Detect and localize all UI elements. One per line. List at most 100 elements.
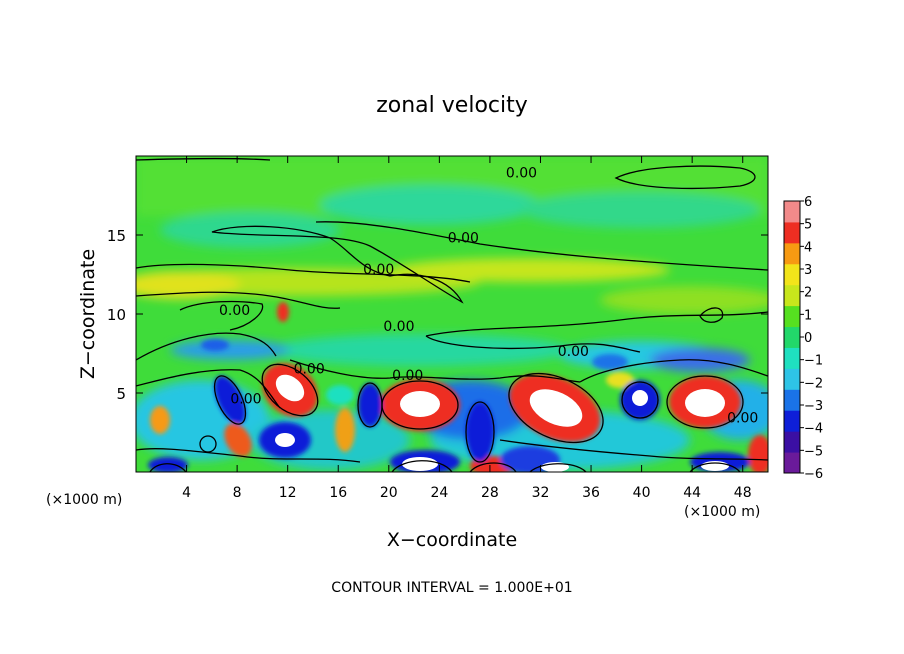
colorbar-tick-label: −6 <box>804 467 823 482</box>
y-axis-label: Z−coordinate <box>77 249 99 379</box>
min-core <box>632 390 648 406</box>
colorbar: 6 5 4 3 2 1 0 −1 −2 −3 −4 −5 −6 <box>783 195 823 482</box>
contour-interval-note: CONTOUR INTERVAL = 1.000E+01 <box>331 580 572 596</box>
x-tick-label: 40 <box>633 485 651 501</box>
contour-line <box>391 460 453 472</box>
z-scale-label-right: (×1000 m) <box>684 504 760 520</box>
field-blob <box>600 286 768 314</box>
contour-label: 0.00 <box>506 166 537 182</box>
negative-core <box>148 457 188 472</box>
x-tick-label: 32 <box>532 485 550 501</box>
field-blob <box>270 334 570 366</box>
contour-line <box>289 359 581 383</box>
y-tick-label: 5 <box>116 385 126 403</box>
colorbar-tick-label: −2 <box>804 376 823 391</box>
colorbar-tick-label: 1 <box>804 308 812 323</box>
min-core <box>275 433 295 447</box>
contour-line <box>465 401 495 463</box>
field-blob <box>160 212 340 248</box>
x-tick-label: 24 <box>430 485 448 501</box>
max-core <box>685 389 725 417</box>
negative-lobe <box>326 385 354 405</box>
max-core <box>400 391 440 417</box>
contour-label: 0.00 <box>219 303 250 319</box>
contour-line <box>357 382 383 428</box>
colorbar-swatch <box>784 201 800 223</box>
contour-line <box>614 165 756 190</box>
contour-line <box>213 375 247 425</box>
contour-label: 0.00 <box>294 361 325 377</box>
x-tick-label: 28 <box>481 485 499 501</box>
colorbar-tick-label: 3 <box>804 263 812 278</box>
negative-core <box>214 375 246 425</box>
contour-line <box>666 375 744 429</box>
negative-core <box>201 339 229 351</box>
x-tick-label: 8 <box>233 485 242 501</box>
contour-label: 0.00 <box>363 262 394 278</box>
field-blob <box>520 192 760 228</box>
positive-lobe <box>150 406 170 434</box>
contour-line <box>136 263 471 283</box>
colorbar-swatch <box>784 242 800 265</box>
colorbar-swatch <box>784 452 800 474</box>
y-axis-ticks: 5 10 15 <box>107 227 768 403</box>
negative-core <box>358 383 382 427</box>
x-tick-label: 48 <box>734 485 752 501</box>
field-blob <box>390 258 670 282</box>
velocity-field: 0.00 0.00 0.00 0.00 0.00 0.00 0.00 0.00 0.00 0.00 <box>136 156 768 472</box>
field-blob <box>136 271 240 299</box>
colorbar-swatch <box>784 326 800 348</box>
contour-line <box>136 448 361 463</box>
x-tick-label: 20 <box>380 485 398 501</box>
positive-lobe <box>335 408 355 452</box>
positive-lobe <box>606 372 634 388</box>
colorbar-swatch <box>784 431 800 453</box>
x-axis-label: X−coordinate <box>387 529 517 551</box>
contour-line <box>699 307 724 323</box>
colorbar-tick-label: −4 <box>804 422 823 437</box>
contour-labels: 0.00 0.00 0.00 0.00 0.00 0.00 0.00 0.00 0.00 0.00 <box>219 166 758 427</box>
field-blob <box>170 340 290 360</box>
colorbar-tick-label: −3 <box>804 399 823 414</box>
y-tick-label: 15 <box>107 227 126 245</box>
colorbar-swatch <box>784 221 800 244</box>
contour-line <box>621 381 659 419</box>
contour-label: 0.00 <box>383 319 414 335</box>
x-tick-label: 12 <box>279 485 297 501</box>
contour-line <box>211 225 464 304</box>
colorbar-swatch <box>784 284 800 307</box>
contour-line <box>315 221 768 271</box>
colorbar-tick-label: −1 <box>804 354 823 369</box>
colorbar-swatch <box>784 305 800 328</box>
field-blob <box>320 185 540 225</box>
contour-line <box>136 369 281 409</box>
contour-line <box>425 311 768 337</box>
colorbar-tick-label: 5 <box>804 218 812 233</box>
positive-core <box>277 302 289 322</box>
x-scale-label-left: (×1000 m) <box>46 492 122 508</box>
contour-label: 0.00 <box>558 344 589 360</box>
contour-line <box>425 335 641 353</box>
colorbar-swatch <box>784 347 800 369</box>
contour-line <box>499 439 768 461</box>
colorbar-swatch <box>784 410 800 432</box>
negative-core <box>466 402 494 462</box>
y-tick-label: 10 <box>107 306 126 324</box>
max-core <box>529 389 583 427</box>
contour-line <box>508 372 604 444</box>
contour-line <box>179 300 264 331</box>
colorbar-tick-label: 0 <box>804 331 812 346</box>
contour-line <box>149 463 187 472</box>
colorbar-swatch <box>784 389 800 411</box>
contour-line <box>469 462 517 472</box>
colorbar-swatch <box>784 263 800 286</box>
colorbar-swatch <box>784 368 800 390</box>
positive-lobe <box>224 423 252 457</box>
min-core <box>402 457 438 471</box>
contour-label: 0.00 <box>230 391 261 407</box>
contour-label: 0.00 <box>392 368 423 384</box>
contour-label: 0.00 <box>448 230 479 246</box>
contour-line <box>261 363 319 417</box>
